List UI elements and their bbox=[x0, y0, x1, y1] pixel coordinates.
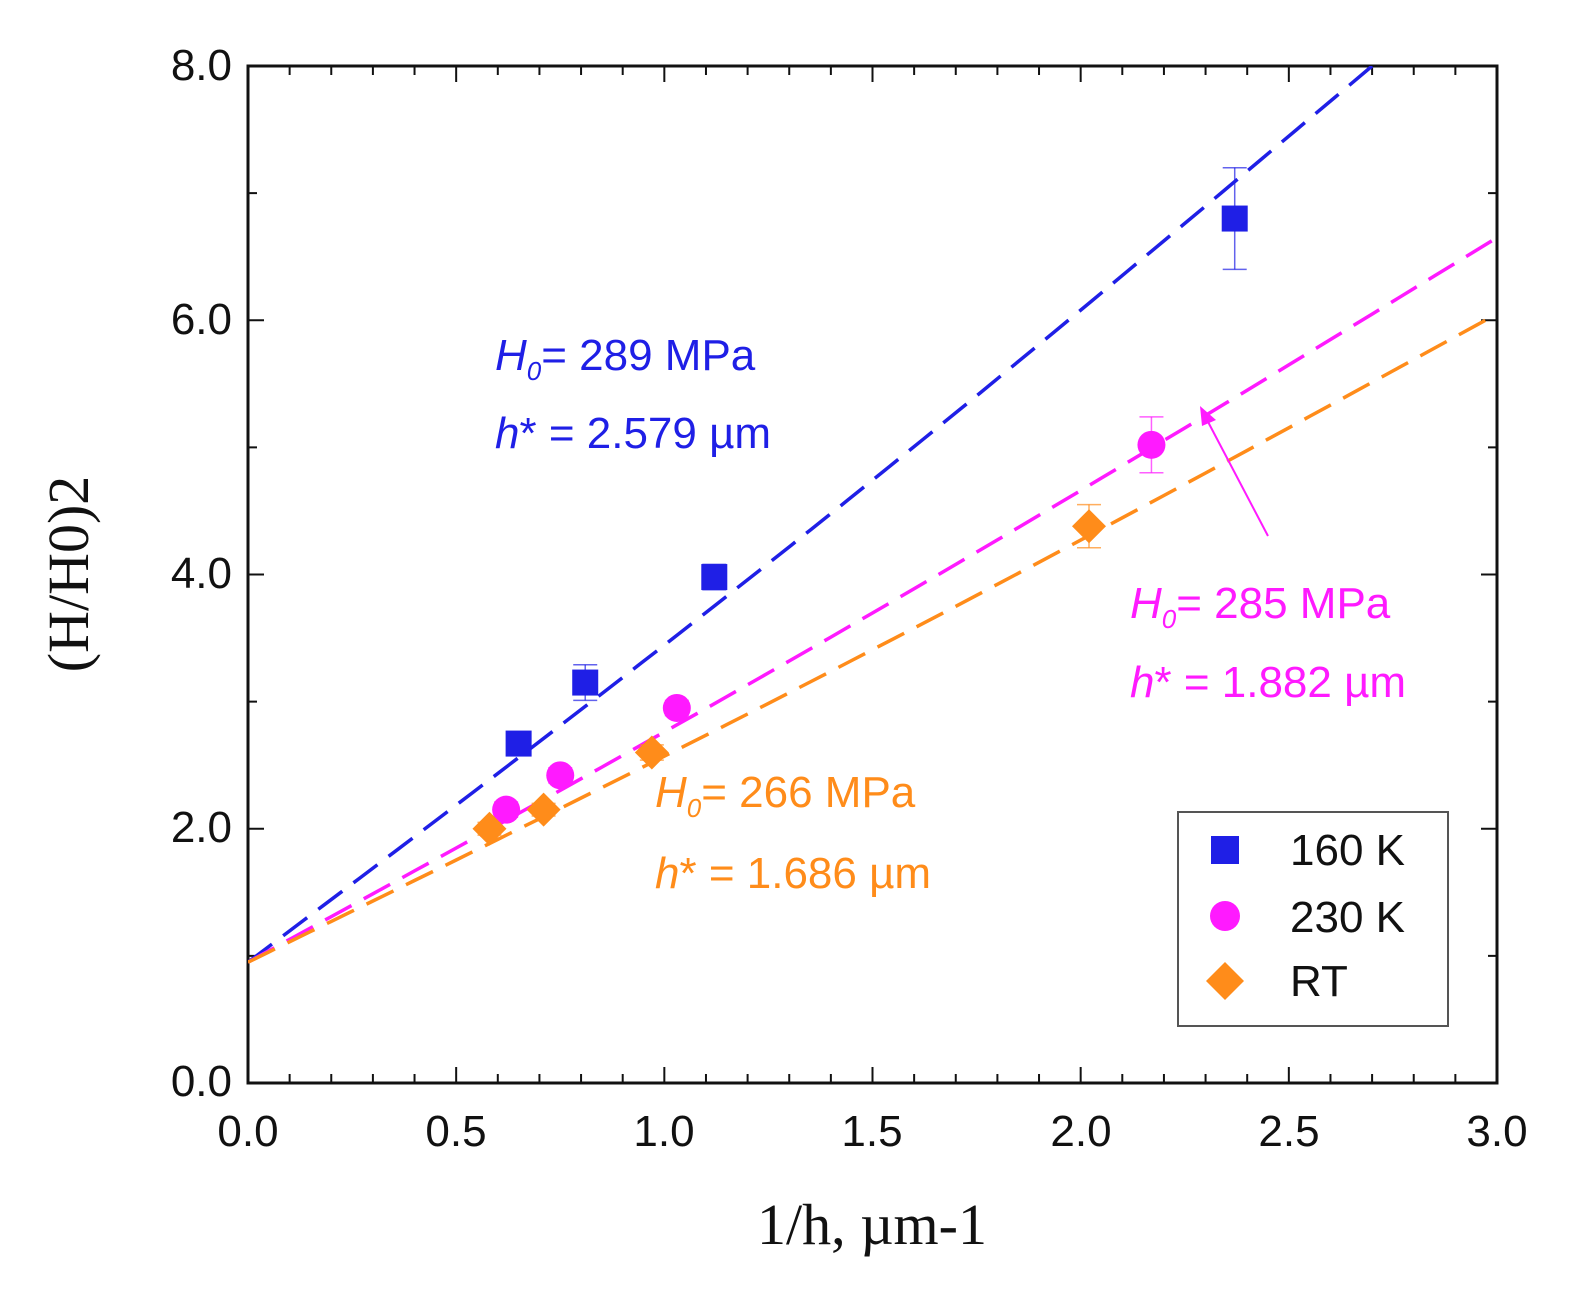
annotation-230k-hstar: h* = 1.882 µm bbox=[1130, 658, 1406, 707]
y-tick-label: 6.0 bbox=[171, 295, 232, 344]
data-point-rt bbox=[472, 811, 507, 846]
x-axis-title: 1/h, µm-1 bbox=[757, 1192, 987, 1257]
data-markers bbox=[472, 205, 1248, 846]
x-tick-label: 1.5 bbox=[841, 1107, 902, 1156]
x-tick-label: 2.0 bbox=[1050, 1107, 1111, 1156]
legend-circle-marker-icon bbox=[1210, 901, 1240, 931]
x-tick-label: 0.0 bbox=[217, 1107, 278, 1156]
y-tick-label: 8.0 bbox=[171, 41, 232, 90]
hstar-symbol: h bbox=[495, 409, 519, 458]
annotation-160k-h0: H0= 289 MPa bbox=[495, 331, 756, 386]
h0-subscript: 0 bbox=[1162, 604, 1177, 634]
legend-label-230k: 230 K bbox=[1290, 893, 1405, 942]
h0-subscript: 0 bbox=[527, 356, 542, 386]
data-point-230k bbox=[662, 693, 691, 722]
arrow-head-icon bbox=[1200, 406, 1216, 426]
legend-diamond-marker-icon bbox=[1206, 962, 1244, 1000]
fit-line-rt bbox=[248, 312, 1497, 964]
annotation-160k-hstar: h* = 2.579 µm bbox=[495, 409, 771, 458]
hstar-symbol: h bbox=[655, 849, 679, 898]
fit-lines bbox=[248, 66, 1497, 964]
legend-label-160k: 160 K bbox=[1290, 826, 1405, 875]
axis-ticks bbox=[247, 65, 1498, 1084]
h0-symbol: H bbox=[495, 331, 527, 380]
y-tick-label: 0.0 bbox=[171, 1057, 232, 1106]
data-point-rt bbox=[1071, 509, 1106, 544]
data-point-160k bbox=[572, 669, 599, 696]
x-tick-label: 0.5 bbox=[425, 1107, 486, 1156]
x-tick-label: 3.0 bbox=[1466, 1107, 1527, 1156]
hstar-symbol: h bbox=[1130, 658, 1154, 707]
annotation-230k-hstar-value: * = 1.882 µm bbox=[1154, 658, 1406, 707]
annotation-230k-h0-value: = 285 MPa bbox=[1176, 579, 1391, 628]
y-tick-label: 4.0 bbox=[171, 549, 232, 598]
h0-subscript: 0 bbox=[687, 793, 702, 823]
data-point-rt bbox=[526, 792, 561, 827]
data-point-230k bbox=[546, 761, 575, 790]
x-tick-label: 1.0 bbox=[633, 1107, 694, 1156]
legend: 160 K 230 K RT bbox=[1177, 811, 1449, 1027]
annotation-rt-h0: H0= 266 MPa bbox=[655, 768, 916, 823]
legend-label-rt: RT bbox=[1290, 957, 1348, 1006]
h0-symbol: H bbox=[1130, 579, 1162, 628]
data-point-230k bbox=[492, 795, 521, 824]
annotation-arrow bbox=[1205, 417, 1269, 537]
annotation-160k-hstar-value: * = 2.579 µm bbox=[519, 409, 771, 458]
annotation-rt-hstar-value: * = 1.686 µm bbox=[679, 849, 931, 898]
annotation-rt-hstar: h* = 1.686 µm bbox=[655, 849, 931, 898]
data-point-rt bbox=[634, 735, 669, 770]
y-tick-label: 2.0 bbox=[171, 803, 232, 852]
annotation-230k-h0: H0= 285 MPa bbox=[1130, 579, 1391, 634]
fit-line-230-k bbox=[248, 236, 1497, 964]
annotation-rt-h0-value: = 266 MPa bbox=[701, 768, 916, 817]
fit-line-160-k bbox=[248, 66, 1374, 964]
data-point-160k bbox=[1221, 205, 1248, 232]
x-tick-label: 2.5 bbox=[1258, 1107, 1319, 1156]
data-point-160k bbox=[701, 564, 728, 591]
y-axis-title: (H/H0)2 bbox=[36, 476, 101, 673]
annotation-160k-h0-value: = 289 MPa bbox=[541, 331, 756, 380]
data-point-160k bbox=[505, 730, 532, 757]
data-point-230k bbox=[1137, 430, 1166, 459]
h0-symbol: H bbox=[655, 768, 687, 817]
legend-square-marker-icon bbox=[1211, 836, 1239, 864]
